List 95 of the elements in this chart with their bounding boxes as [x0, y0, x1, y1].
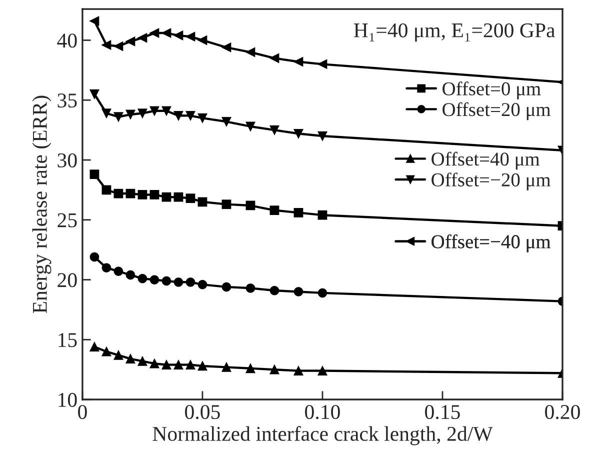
point	[126, 36, 136, 46]
point	[162, 28, 172, 38]
annotation: H₁=40 μm, E₁=200 GPa	[354, 23, 556, 42]
point	[90, 342, 100, 352]
point	[90, 16, 100, 26]
legend-label: Offset=−20 μm	[432, 172, 551, 190]
point	[222, 42, 232, 52]
point	[294, 57, 304, 66]
point	[198, 361, 208, 371]
point	[186, 194, 196, 203]
point	[186, 277, 196, 287]
point	[318, 59, 328, 69]
point	[102, 263, 112, 272]
point	[138, 33, 148, 43]
y-tick-label: 15	[58, 333, 77, 348]
point	[174, 192, 184, 202]
point	[222, 282, 232, 292]
point	[294, 208, 304, 218]
point	[294, 287, 304, 296]
point	[90, 170, 100, 180]
x-axis-title: Normalized interface crack length, 2d/W	[152, 426, 493, 446]
point	[102, 346, 112, 356]
point	[150, 28, 160, 38]
point	[186, 360, 196, 370]
point	[270, 206, 280, 215]
point	[246, 48, 256, 57]
point	[114, 188, 124, 198]
point	[318, 131, 328, 141]
point	[318, 288, 328, 298]
point	[198, 113, 208, 123]
point	[294, 366, 304, 376]
y-tick-label: 25	[58, 213, 77, 228]
point	[174, 110, 184, 120]
y-tick-label: 20	[58, 273, 77, 288]
point	[150, 106, 160, 116]
point	[126, 270, 136, 280]
point	[150, 190, 160, 200]
y-tick-label: 30	[58, 153, 77, 168]
point	[270, 286, 280, 296]
point	[138, 274, 148, 284]
point	[114, 266, 124, 276]
point	[138, 108, 148, 118]
point	[162, 106, 172, 116]
y-tick-label: 10	[58, 392, 77, 407]
x-tick-label: 0.15	[425, 404, 460, 420]
point	[114, 350, 124, 360]
x-tick-label: 0.10	[305, 404, 340, 420]
point	[138, 190, 148, 200]
point	[102, 108, 112, 118]
point	[114, 42, 124, 51]
point	[318, 210, 328, 220]
point	[162, 360, 172, 370]
point	[318, 366, 328, 376]
legend-label: Offset=20 μm	[442, 102, 551, 120]
point	[222, 362, 232, 372]
y-tick-label: 35	[58, 94, 77, 108]
point	[246, 364, 256, 374]
x-tick-label: 0.05	[185, 404, 220, 420]
point	[246, 122, 256, 132]
x-tick-label: 0.20	[545, 404, 580, 420]
point	[186, 32, 196, 42]
point	[246, 283, 256, 293]
point	[126, 110, 136, 120]
x-tick-label: 0	[78, 404, 87, 420]
point	[102, 40, 112, 50]
point	[102, 185, 112, 195]
point	[270, 54, 280, 63]
point	[162, 276, 172, 286]
point	[270, 364, 280, 374]
point	[222, 116, 232, 126]
y-axis-title: Energy release rate (ERR)	[32, 96, 52, 314]
y-tick-label: 40	[57, 34, 77, 48]
legend-label: Offset=40 μm	[432, 152, 540, 170]
legend-label: Offset=−40 μm	[432, 234, 551, 252]
point	[186, 110, 196, 120]
point	[174, 277, 184, 287]
point	[90, 252, 100, 262]
point	[198, 197, 208, 207]
point	[126, 354, 136, 364]
point	[198, 280, 208, 290]
point	[174, 30, 184, 40]
point	[114, 112, 124, 122]
point	[294, 128, 304, 138]
point	[198, 36, 208, 45]
point	[246, 200, 256, 210]
point	[138, 356, 148, 366]
point	[126, 188, 136, 198]
point	[174, 360, 184, 370]
point	[150, 275, 160, 284]
point	[222, 200, 232, 209]
point	[162, 192, 172, 202]
legend-label: Offset=0 μm	[442, 82, 541, 100]
point	[270, 125, 280, 135]
point	[150, 358, 160, 368]
point	[90, 89, 100, 99]
